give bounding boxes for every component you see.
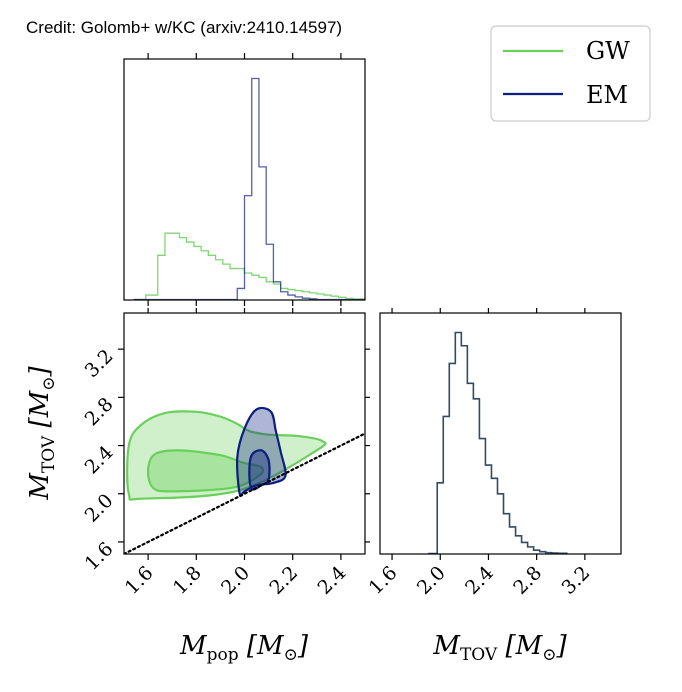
- mpop-marginal-panel: [123, 53, 366, 306]
- y-tick-label-mtov: 2.0: [81, 490, 118, 527]
- x-tick-label-mtov: 2.4: [461, 562, 498, 599]
- y-tick-label-mtov: 1.6: [81, 538, 118, 575]
- x-axis-label-mtov: MTOV [M⊙]: [432, 631, 567, 665]
- y-tick-label-mtov: 3.2: [81, 345, 118, 382]
- x-axis-label-mpop: Mpop [M⊙]: [179, 631, 309, 665]
- joint-panel: 1.6 1.8 2.0 2.2 2.41.62.02.42.83.2: [81, 308, 370, 599]
- legend: GW EM: [490, 25, 651, 122]
- em-contour-inner: [248, 449, 271, 491]
- x-tick-label-mtov: 1.6: [365, 562, 402, 599]
- y-axis-label-mtov: MTOV [M⊙]: [25, 365, 59, 500]
- x-tick-label-mtov: 2.0: [413, 562, 450, 599]
- legend-label-gw: GW: [586, 37, 630, 65]
- x-tick-label-mpop: 2.0: [217, 562, 254, 599]
- x-tick-label-mpop: 2.2: [265, 562, 302, 599]
- mtov-equals-mpop-line: [124, 432, 365, 554]
- gw-mpop-histogram: [133, 232, 365, 300]
- legend-frame: [490, 25, 651, 122]
- legend-label-em: EM: [586, 81, 628, 109]
- x-tick-label-mpop: 1.6: [121, 562, 158, 599]
- x-tick-label-mpop: 1.8: [169, 562, 206, 599]
- mtov-marginal-frame: [379, 312, 622, 555]
- x-tick-label-mpop: 2.4: [314, 562, 351, 599]
- mtov-marginal-ticks: 1.6 2.0 2.4 2.8 3.2: [365, 308, 594, 599]
- em-mpop-histogram: [133, 77, 365, 300]
- credit-text: Credit: Golomb+ w/KC (arxiv:2410.14597): [26, 18, 342, 37]
- y-tick-label-mtov: 2.4: [81, 442, 118, 479]
- mpop-marginal-ticks: [147, 53, 342, 306]
- mtov-marginal-panel: 1.6 2.0 2.4 2.8 3.2: [365, 308, 622, 599]
- y-tick-label-mtov: 2.8: [81, 393, 118, 430]
- gw-contour-inner: [146, 449, 265, 493]
- x-tick-label-mtov: 2.8: [509, 562, 546, 599]
- mtov-histogram: [428, 331, 568, 554]
- gw-contour-outer: [126, 410, 327, 501]
- x-tick-label-mtov: 3.2: [557, 562, 594, 599]
